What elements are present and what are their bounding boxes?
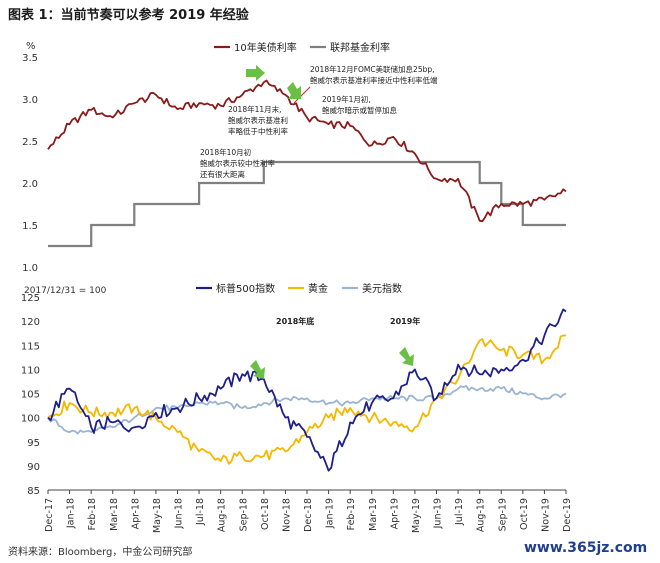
x-tick-label: Aug-19 — [476, 498, 487, 532]
x-tick-label: Oct-19 — [519, 498, 530, 530]
bottom-y-tick-label: 115 — [21, 341, 40, 352]
x-tick-label: Mar-18 — [109, 498, 120, 531]
legend-label-gold: 黄金 — [308, 282, 328, 295]
annotation-jan2019-line1: 2019年1月初, — [322, 94, 371, 104]
x-tick-label: Dec-17 — [44, 498, 55, 532]
x-tick-label: May-18 — [152, 498, 163, 533]
annotation-jan2019-line2: 鲍威尔暗示或暂停加息 — [322, 105, 397, 115]
x-tick-label: Nov-18 — [281, 498, 292, 532]
legend-label-spx: 标普500指数 — [216, 282, 275, 295]
x-tick-label: Nov-19 — [540, 498, 551, 532]
annotation-oct2018-line1: 2018年10月初 — [200, 147, 251, 157]
series-line-usd — [47, 385, 567, 435]
x-tick-label: Jun-18 — [174, 498, 185, 529]
green-arrow-right-icon-2019 — [399, 347, 414, 366]
x-tick-label: Oct-18 — [260, 498, 271, 530]
bottom-legend: 标普500指数 黄金 美元指数 — [196, 282, 402, 295]
top-series-lines — [47, 79, 567, 248]
x-tick-label: Jan-18 — [66, 498, 77, 529]
top-y-tick-label: 1.0 — [22, 263, 38, 274]
annotation-nov2018-line2: 鲍威尔表示基准利 — [228, 115, 288, 125]
annotation-oct2018-line3: 还有很大距离 — [200, 169, 245, 179]
top-y-tick-label: 3.0 — [22, 95, 38, 106]
x-tick-label: Mar-19 — [368, 498, 379, 531]
legend-label-usd: 美元指数 — [362, 282, 402, 295]
x-tick-label: Jul-19 — [454, 498, 465, 526]
x-tick-label: Apr-18 — [130, 498, 141, 529]
series-line-spx — [47, 308, 567, 472]
bottom-y-tick-label: 95 — [27, 438, 40, 449]
bottom-series-lines — [47, 308, 567, 491]
bottom-y-tick-label: 120 — [21, 317, 40, 328]
annotation-dec2018-fomc-line1: 2018年12月FOMC美联储加息25bp, — [310, 64, 435, 74]
x-tick-label: Feb-19 — [346, 498, 357, 530]
top-y-tick-label: 2.5 — [22, 137, 38, 148]
bottom-y-tick-label: 125 — [21, 293, 40, 304]
legend-label-fedfunds: 联邦基金利率 — [330, 41, 390, 54]
top-legend: 10年美债利率 联邦基金利率 — [214, 41, 390, 54]
x-tick-label: Feb-18 — [87, 498, 98, 530]
legend-label-treasury: 10年美债利率 — [234, 41, 297, 54]
x-tick-label: Jul-18 — [195, 498, 206, 526]
annotation-nov2018-line3: 率略低于中性利率 — [228, 126, 288, 136]
x-tick-label: Aug-18 — [217, 498, 228, 532]
bottom-y-tick-label: 105 — [21, 390, 40, 401]
annotation-pointer-line — [293, 86, 311, 104]
x-tick-label: May-19 — [411, 498, 422, 533]
annotation-2019: 2019年 — [390, 316, 420, 326]
x-tick-label: Dec-18 — [303, 498, 314, 532]
bottom-y-tick-label: 85 — [27, 486, 40, 497]
x-tick-label: Dec-19 — [562, 498, 573, 532]
top-y-tick-label: 3.5 — [22, 53, 38, 64]
watermark: www.365jz.com — [524, 540, 648, 556]
green-arrow-down-right-icon — [287, 82, 301, 99]
top-annotations: 2018年12月FOMC美联储加息25bp, 鲍威尔表示基准利率接近中性利率低端… — [200, 64, 438, 179]
bottom-base-note: 2017/12/31 = 100 — [24, 286, 107, 296]
top-y-tick-label: 2.0 — [22, 179, 38, 190]
top-y-unit: % — [26, 41, 36, 52]
annotation-oct2018-line2: 鲍威尔表示较中性利率 — [200, 158, 275, 168]
bottom-y-tick-label: 100 — [21, 414, 40, 425]
x-tick-label: Jan-19 — [325, 498, 336, 529]
series-line-treasury — [47, 79, 567, 223]
bottom-y-tick-label: 90 — [27, 462, 40, 473]
green-arrow-left-icon — [250, 360, 265, 379]
bottom-x-ticks: Dec-17 Jan-18 Feb-18 Mar-18 Apr-18 May-18 Jun-… — [44, 490, 573, 533]
annotation-dec2018-fomc-line2: 鲍威尔表示基准利率接近中性利率低端 — [310, 75, 438, 85]
x-tick-label: Jun-19 — [433, 498, 444, 529]
top-y-tick-label: 1.5 — [22, 221, 38, 232]
green-arrow-right-icon — [246, 65, 265, 81]
series-line-gold — [47, 334, 567, 465]
top-arrows — [246, 65, 301, 99]
bottom-y-ticks: 85 90 95 100 105 110 115 120 125 — [21, 293, 40, 497]
annotation-nov2018-line1: 2018年11月末, — [228, 104, 282, 114]
x-tick-label: Apr-19 — [389, 498, 400, 529]
asset-performance-chart: 2017/12/31 = 100 85 90 95 100 105 110 115 120 12… — [21, 282, 573, 533]
series-line-fedfunds — [48, 160, 566, 248]
page-title: 图表 1：当前节奏可以参考 2019 年经验 — [8, 8, 249, 23]
annotation-end-2018: 2018年底 — [276, 316, 314, 326]
top-y-ticks: 1.0 1.5 2.0 2.5 3.0 3.5 — [22, 53, 38, 274]
x-tick-label: Sep-19 — [497, 498, 508, 531]
bottom-arrows — [250, 347, 414, 379]
x-tick-label: Sep-18 — [238, 498, 249, 531]
bottom-annotations: 2018年底 2019年 — [276, 316, 420, 326]
bottom-y-tick-label: 110 — [21, 365, 40, 376]
treasury-fedfunds-chart: % 1.0 1.5 2.0 2.5 3.0 3.5 10年美债利率 联邦基金利率 2018… — [22, 41, 567, 274]
source-note: 资料来源：Bloomberg，中金公司研究部 — [8, 547, 193, 558]
